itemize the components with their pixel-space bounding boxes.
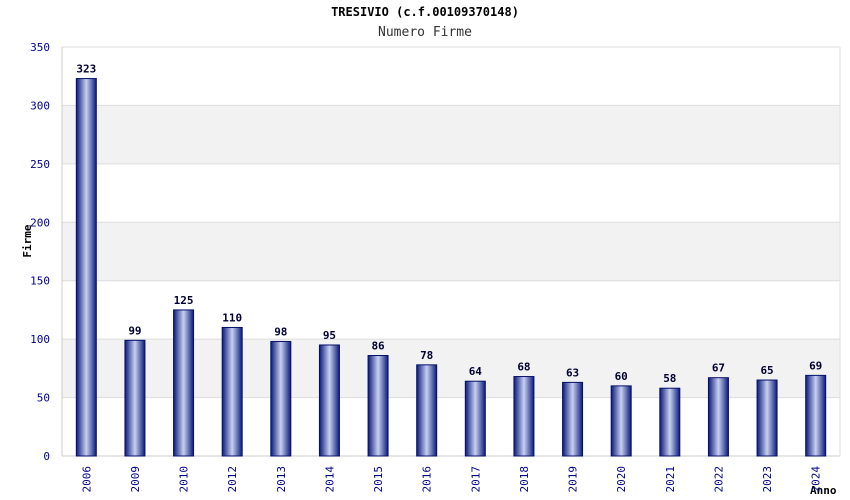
y-tick-label: 300 <box>30 99 50 112</box>
bars <box>75 78 827 457</box>
x-tick-label: 2015 <box>372 466 385 493</box>
bar-value-label: 67 <box>712 362 725 375</box>
y-tick-labels: 0 50 100 150 200 250 300 350 <box>30 41 50 463</box>
bar-value-label: 58 <box>663 372 676 385</box>
y-tick-label: 250 <box>30 158 50 171</box>
bar <box>562 381 584 457</box>
x-tick-label: 2014 <box>323 466 336 493</box>
y-tick-label: 0 <box>43 450 50 463</box>
bar-value-label: 323 <box>76 63 96 76</box>
bar <box>707 377 729 457</box>
x-axis-label: Anno <box>810 484 837 497</box>
y-tick-label: 100 <box>30 333 50 346</box>
x-tick-label: 2009 <box>129 466 142 493</box>
bar-value-label: 86 <box>371 340 385 353</box>
y-tick-label: 50 <box>37 392 50 405</box>
bar <box>318 344 340 457</box>
x-tick-label: 2012 <box>226 466 239 493</box>
x-tick-label: 2023 <box>761 466 774 493</box>
grid-band <box>62 222 840 281</box>
bar <box>659 387 681 457</box>
x-tick-label: 2016 <box>421 466 434 493</box>
x-tick-label: 2024 <box>810 466 823 493</box>
bar-value-label: 78 <box>420 349 433 362</box>
bar-value-label: 98 <box>274 325 287 338</box>
bar <box>270 340 292 457</box>
bar <box>416 364 438 457</box>
x-tick-label: 2013 <box>275 466 288 493</box>
y-tick-label: 150 <box>30 275 50 288</box>
bar <box>75 78 97 457</box>
bar-value-label: 68 <box>517 361 530 374</box>
bar <box>124 339 146 457</box>
bar <box>221 326 243 457</box>
bar <box>610 385 632 457</box>
bar-value-label: 60 <box>615 370 628 383</box>
bar-value-label: 64 <box>469 365 483 378</box>
bar-value-label: 95 <box>323 329 336 342</box>
bar <box>805 374 827 457</box>
bar <box>756 379 778 457</box>
x-tick-label: 2021 <box>664 466 677 493</box>
bar-value-label: 99 <box>128 324 141 337</box>
grid-band <box>62 105 840 164</box>
x-tick-label: 2020 <box>615 466 628 493</box>
bar <box>367 355 389 457</box>
x-tick-label: 2010 <box>178 466 191 493</box>
bar <box>173 309 195 457</box>
x-tick-label: 2018 <box>518 466 531 493</box>
bar <box>513 376 535 457</box>
x-tick-label: 2019 <box>567 466 580 493</box>
y-tick-label: 350 <box>30 41 50 54</box>
bar-value-label: 65 <box>760 364 773 377</box>
bar-value-label: 125 <box>174 294 194 307</box>
x-tick-label: 2017 <box>469 466 482 493</box>
value-labels: 323 99 125 110 98 95 86 78 64 68 63 60 58 67 65 69 <box>76 63 822 386</box>
x-tick-label: 2006 <box>80 466 93 493</box>
x-tick-label: 2022 <box>712 466 725 493</box>
chart-subtitle: Numero Firme <box>378 25 472 40</box>
y-tick-label: 200 <box>30 216 50 229</box>
x-tick-labels: 2006 2009 2010 2012 2013 2014 2015 2016 2017 2018… <box>80 466 822 493</box>
bar-value-label: 69 <box>809 359 822 372</box>
bar-value-label: 110 <box>222 311 242 324</box>
bar <box>464 380 486 457</box>
bar-value-label: 63 <box>566 366 579 379</box>
chart-title: TRESIVIO (c.f.00109370148) <box>331 5 519 19</box>
